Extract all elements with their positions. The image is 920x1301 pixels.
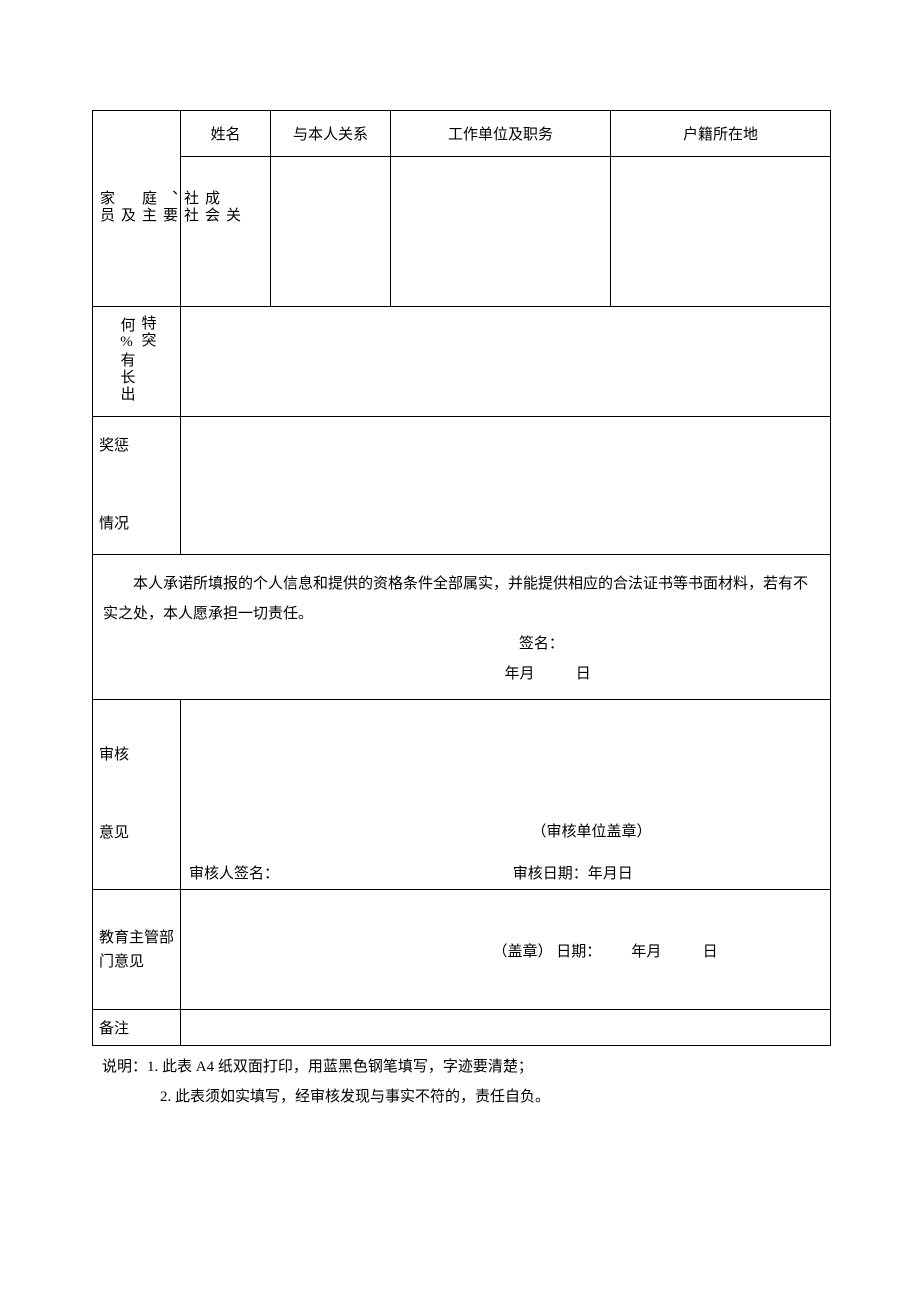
review-bottom-line: 审核人签名： 审核日期：年月日 [189, 862, 822, 883]
review-row: 审核意见 审核 意见 （审核单位盖章） 审核人签名： 审核日期：年月日 [93, 700, 831, 890]
edu-stamp-line: （盖章） 日期： 年月 日 [493, 940, 820, 961]
remark-content[interactable] [181, 1010, 831, 1046]
review-content[interactable]: （审核单位盖章） 审核人签名： 审核日期：年月日 [181, 700, 831, 890]
edu-content[interactable]: （盖章） 日期： 年月 日 [181, 890, 831, 1010]
family-cell-relation[interactable] [271, 157, 391, 307]
family-header-row: 家员 及庭主、要社社成会 关 家庭主要成员及社会关系 姓名 与本人关系 工作单位… [93, 111, 831, 157]
declaration-signature-label: 签名： [103, 629, 820, 659]
family-col-work: 工作单位及职务 [391, 111, 611, 157]
notes-line1: 1. 此表 A4 纸双面打印，用蓝黑色钢笔填写，字迹要清楚； [147, 1059, 533, 1075]
declaration-cell: 本人承诺所填报的个人信息和提供的资格条件全部属实，并能提供相应的合法证书等书面材… [93, 555, 831, 700]
declaration-text: 本人承诺所填报的个人信息和提供的资格条件全部属实，并能提供相应的合法证书等书面材… [103, 569, 820, 629]
remark-row-label: 备注 [93, 1010, 181, 1046]
review-signer-label: 审核人签名： [189, 862, 279, 883]
review-stamp-label: （审核单位盖章） [531, 820, 651, 841]
edu-row: 教育主管部门意见 （盖章） 日期： 年月 日 [93, 890, 831, 1010]
review-date: 审核日期：年月日 [513, 862, 633, 883]
family-col-residence: 户籍所在地 [611, 111, 831, 157]
notes-block: 说明：1. 此表 A4 纸双面打印，用蓝黑色钢笔填写，字迹要清楚； 2. 此表须… [92, 1052, 828, 1112]
declaration-date-line: 年月 日 [103, 659, 820, 689]
notes-line2: 2. 此表须如实填写，经审核发现与事实不符的，责任自负。 [102, 1082, 828, 1112]
family-cell-name[interactable] [181, 157, 271, 307]
specialty-content[interactable] [181, 307, 831, 417]
review-row-label: 审核意见 审核 意见 [93, 700, 181, 890]
family-col-name: 姓名 [181, 111, 271, 157]
specialty-row: 何%有长出特突 有何特长%突出 [93, 307, 831, 417]
rewards-row-label: 奖惩情况 奖惩 情况 [93, 417, 181, 555]
form-table: 家员 及庭主、要社社成会 关 家庭主要成员及社会关系 姓名 与本人关系 工作单位… [92, 110, 831, 1046]
remark-row: 备注 [93, 1010, 831, 1046]
specialty-row-label: 何%有长出特突 有何特长%突出 [93, 307, 181, 417]
rewards-row: 奖惩情况 奖惩 情况 [93, 417, 831, 555]
family-cell-work[interactable] [391, 157, 611, 307]
family-row-label: 家员 及庭主、要社社成会 关 家庭主要成员及社会关系 [93, 111, 181, 307]
family-cell-residence[interactable] [611, 157, 831, 307]
notes-prefix: 说明： [102, 1059, 147, 1075]
family-col-relation: 与本人关系 [271, 111, 391, 157]
declaration-row: 本人承诺所填报的个人信息和提供的资格条件全部属实，并能提供相应的合法证书等书面材… [93, 555, 831, 700]
rewards-content[interactable] [181, 417, 831, 555]
edu-row-label: 教育主管部门意见 [93, 890, 181, 1010]
family-data-row [93, 157, 831, 307]
